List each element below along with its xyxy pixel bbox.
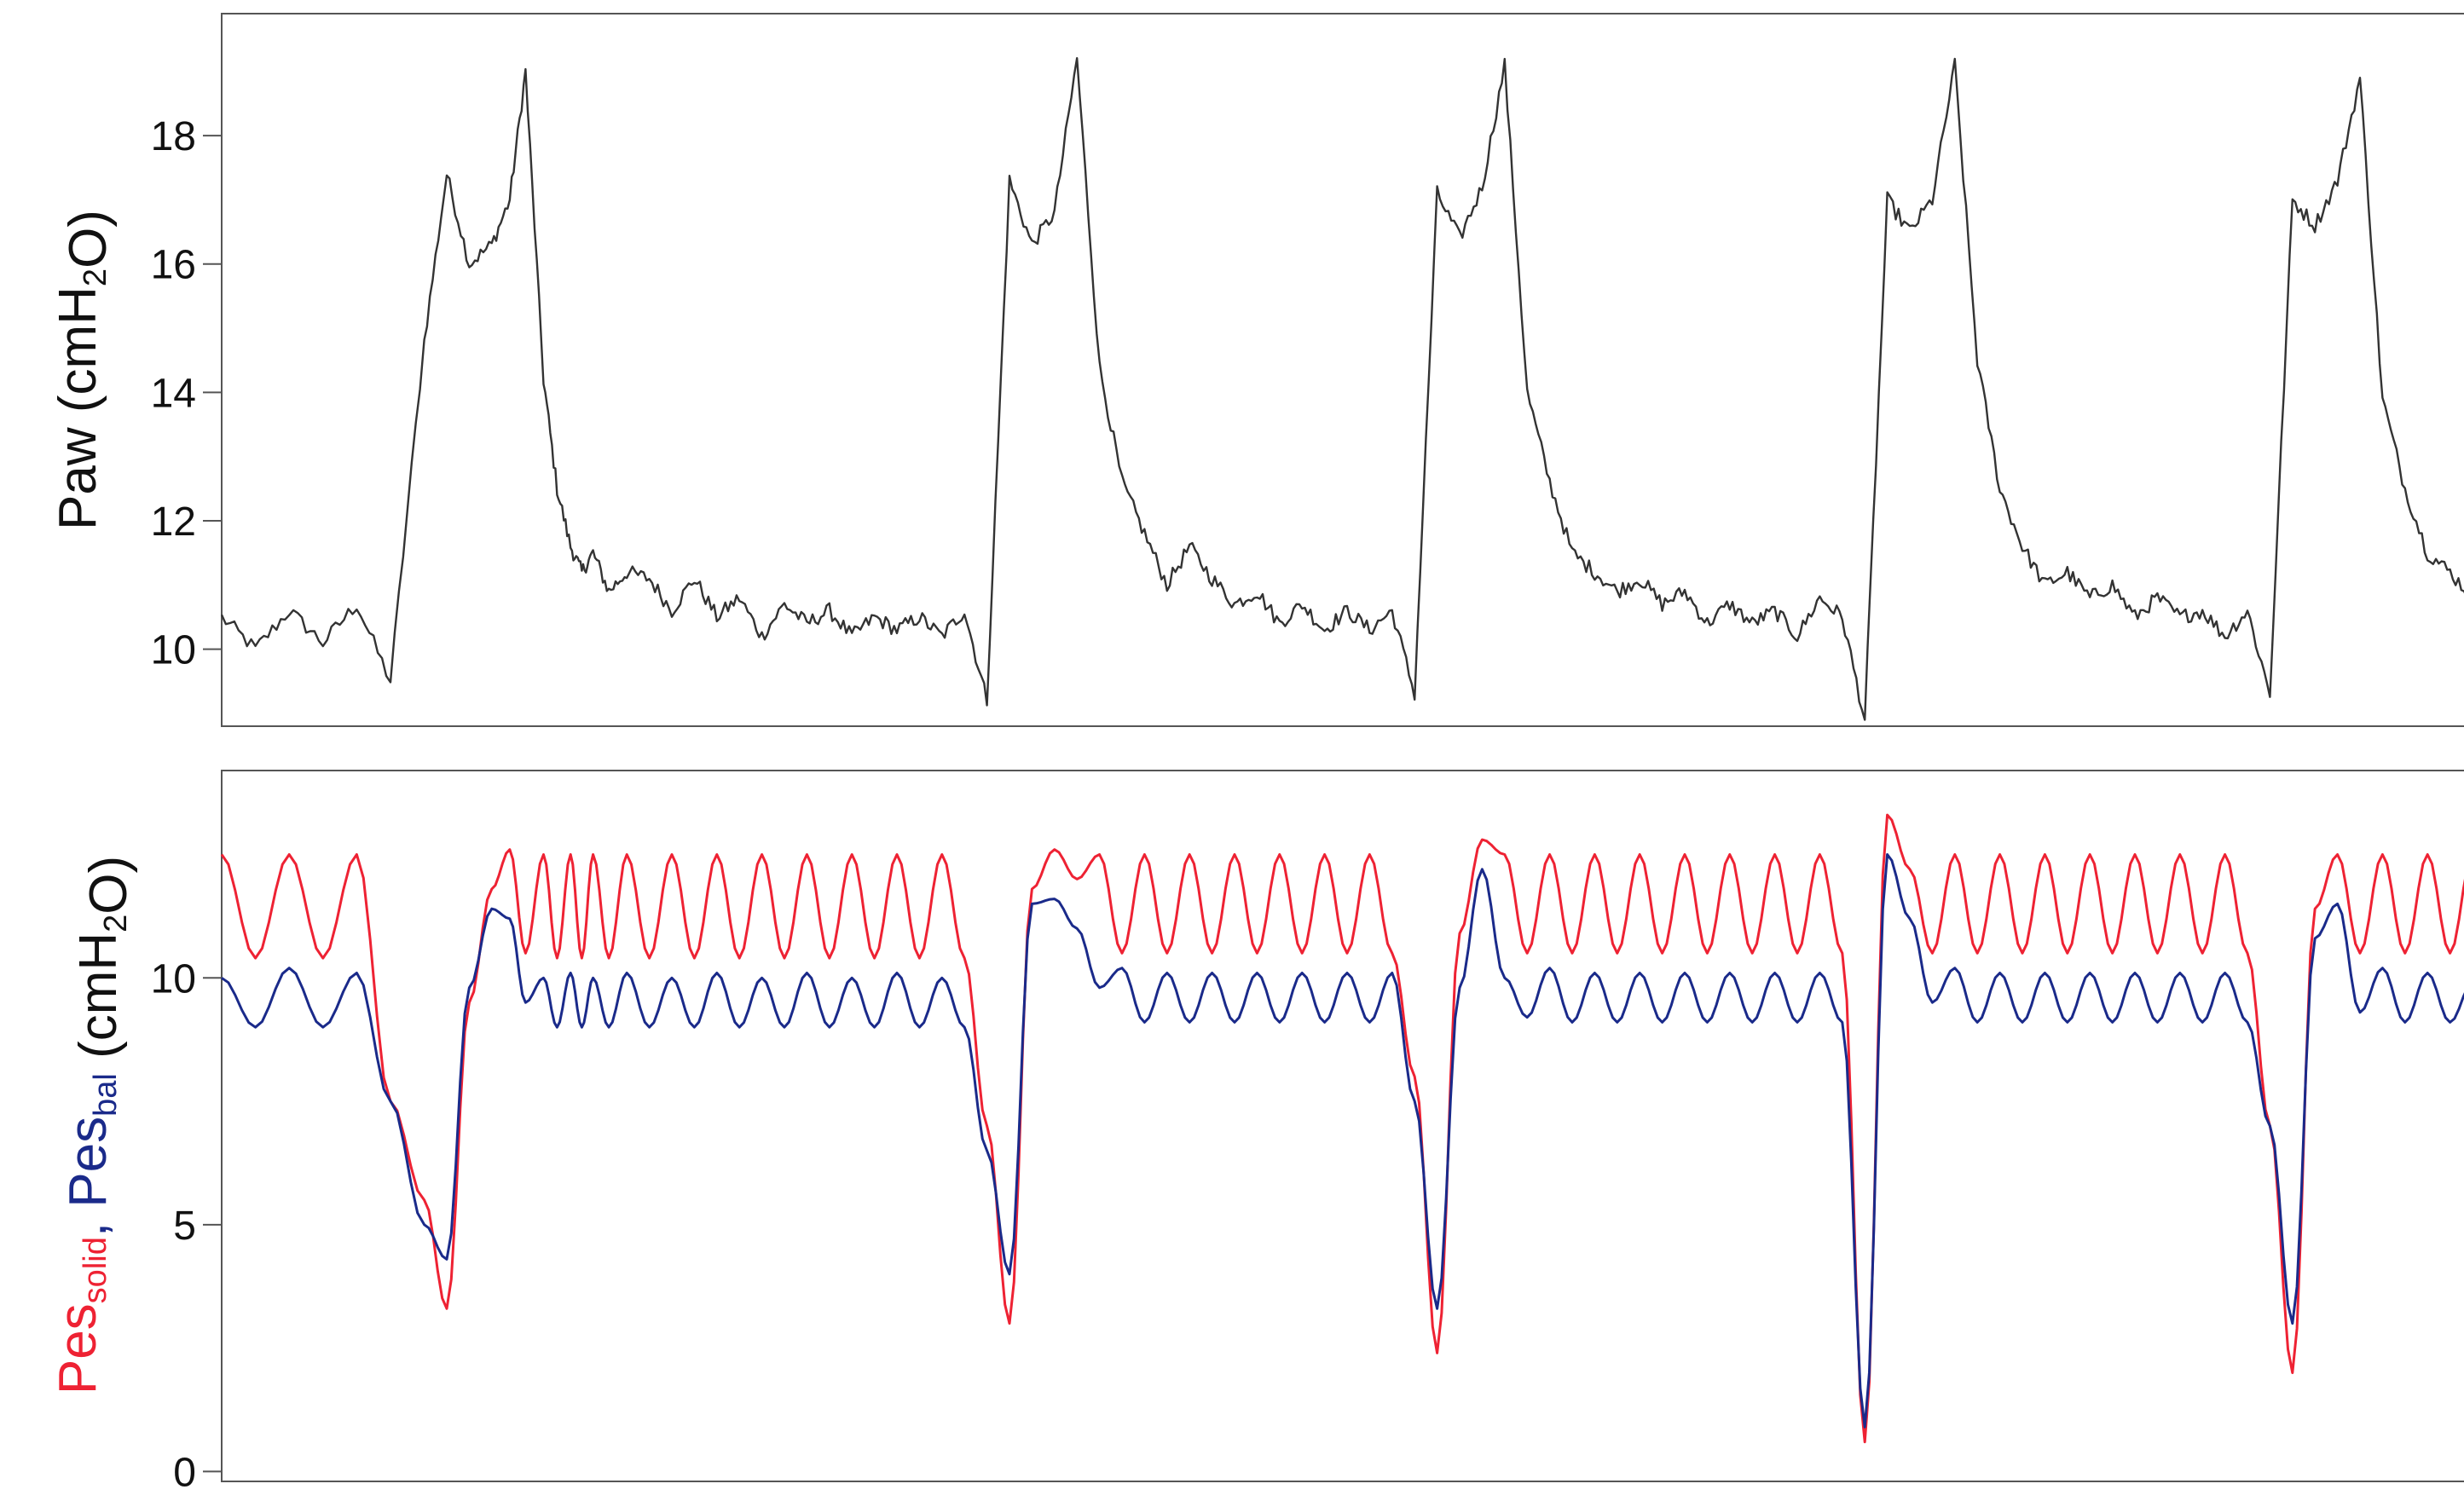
y-tick-label-top-16: 16 [151,243,196,288]
y-tick-label-top-14: 14 [151,371,196,416]
y-tick-label-top-10: 10 [151,628,196,673]
y-tick-label-bottom-0: 0 [173,1450,196,1495]
y-tick-label-top-18: 18 [151,114,196,159]
y-tick-label-top-12: 12 [151,499,196,545]
y-tick-label-bottom-10: 10 [151,956,196,1002]
y-axis-label-top: Paw (cmH2O) [49,210,118,530]
y-tick-label-bottom-5: 5 [173,1204,196,1249]
